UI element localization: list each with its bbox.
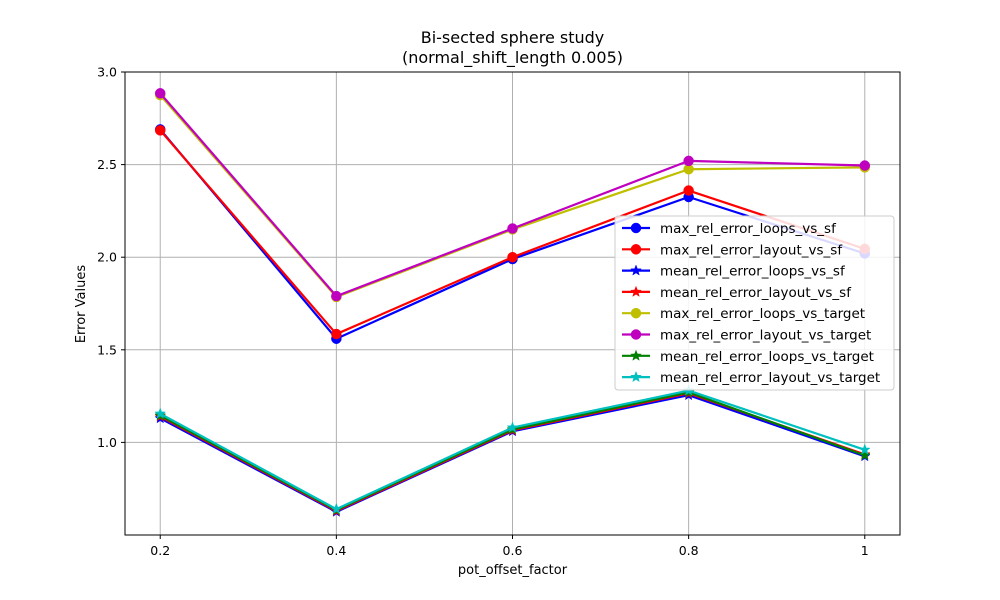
series-layer — [154, 88, 871, 517]
x-tick-label: 1 — [861, 543, 869, 558]
legend-box — [614, 215, 895, 391]
series-max_rel_error_layout_vs_sf — [154, 125, 871, 340]
legend-entry: mean_rel_error_loops_vs_sf — [622, 264, 846, 280]
legend-marker — [630, 244, 642, 255]
axis-ticks: 0.2 0.4 0.6 0.8 1 1.0 1.5 2.0 2.5 3.0 — [97, 65, 869, 559]
data-point-circle — [683, 155, 694, 167]
legend-entry: mean_rel_error_layout_vs_target — [622, 370, 880, 386]
data-point-star — [154, 407, 167, 419]
data-point-circle — [683, 185, 694, 196]
legend-entry: max_rel_error_loops_vs_target — [622, 306, 865, 322]
data-point-circle — [859, 160, 871, 171]
legend-marker — [630, 264, 642, 276]
legend-marker — [630, 370, 642, 383]
legend-marker — [630, 349, 642, 361]
y-tick-label: 2.0 — [97, 250, 117, 265]
legend-label: max_rel_error_loops_vs_target — [660, 306, 865, 322]
y-tick-label: 1.5 — [97, 342, 117, 357]
legend-marker — [630, 285, 642, 297]
legend-label: mean_rel_error_layout_vs_sf — [660, 285, 852, 301]
data-point-circle — [154, 125, 166, 136]
data-point-circle — [154, 88, 166, 99]
data-point-circle — [507, 223, 518, 234]
data-point-circle — [331, 290, 342, 302]
legend-entry: max_rel_error_layout_vs_target — [622, 328, 871, 344]
chart-subtitle: (normal_shift_length 0.005) — [402, 48, 623, 68]
y-tick-label: 1.0 — [97, 435, 117, 450]
legend-label: mean_rel_error_loops_vs_sf — [660, 264, 846, 280]
legend-marker — [630, 329, 642, 340]
x-tick-label: 0.8 — [679, 543, 699, 558]
legend-label: max_rel_error_layout_vs_target — [660, 328, 871, 344]
legend-entry: max_rel_error_loops_vs_sf — [622, 221, 837, 237]
legend: max_rel_error_loops_vs_sf max_rel_error_l… — [614, 215, 895, 391]
data-point-circle — [507, 251, 518, 263]
y-tick-label: 2.5 — [97, 157, 117, 172]
data-point-star — [858, 443, 871, 455]
legend-marker — [630, 307, 642, 319]
x-tick-label: 0.4 — [326, 543, 346, 558]
legend-marker — [630, 222, 642, 234]
y-tick-label: 3.0 — [97, 65, 117, 80]
x-tick-label: 0.2 — [150, 543, 170, 558]
chart-title: Bi-sected sphere study — [421, 28, 605, 47]
legend-label: mean_rel_error_layout_vs_target — [660, 370, 880, 386]
legend-items: max_rel_error_loops_vs_sf max_rel_error_l… — [622, 221, 880, 386]
x-axis-label: pot_offset_factor — [458, 563, 568, 578]
data-point-star — [330, 502, 343, 515]
legend-entry: mean_rel_error_loops_vs_target — [622, 349, 874, 365]
y-axis-label: Error Values — [74, 265, 89, 344]
legend-label: mean_rel_error_loops_vs_target — [660, 349, 874, 365]
series-max_rel_error_layout_vs_target — [154, 88, 871, 302]
legend-label: max_rel_error_layout_vs_sf — [660, 242, 843, 258]
data-point-circle — [331, 328, 342, 340]
data-point-star — [506, 421, 519, 433]
x-tick-label: 0.6 — [503, 543, 523, 558]
data-point-star — [858, 449, 871, 461]
legend-entry: max_rel_error_layout_vs_sf — [622, 242, 843, 258]
legend-entry: mean_rel_error_layout_vs_sf — [622, 285, 852, 301]
legend-label: max_rel_error_loops_vs_sf — [660, 221, 837, 237]
